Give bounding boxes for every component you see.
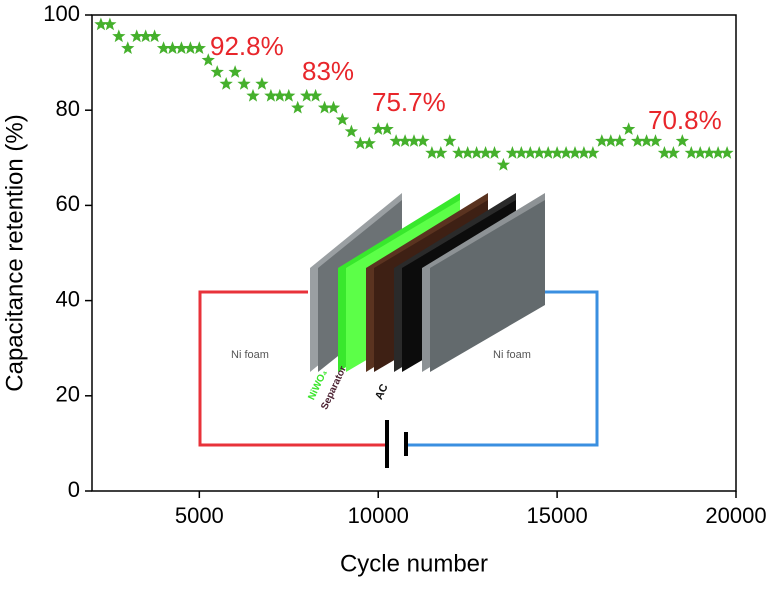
data-point [183,41,197,54]
data-point [246,88,260,102]
data-point [559,146,573,159]
data-point [380,122,394,135]
y-tick-label: 0 [68,477,80,502]
data-point [604,134,618,147]
data-point [103,17,117,31]
annotation: 92.8% [210,31,284,61]
data-point [470,146,484,159]
data-point [300,88,314,102]
data-point [514,146,528,159]
data-point [389,134,403,147]
data-point [595,134,609,147]
x-tick-label: 5000 [175,503,224,528]
data-point [201,53,215,66]
data-point [639,134,654,147]
data-point [550,146,564,159]
data-point [657,146,672,159]
data-point [398,134,412,147]
data-point [496,157,511,171]
y-axis-label: Capacitance retention (%) [1,114,28,391]
data-point [156,41,171,54]
data-point [317,100,332,114]
data-point [335,112,350,126]
data-point [675,134,689,147]
y-tick-label: 80 [56,96,80,121]
annotation: 83% [302,56,354,86]
data-point [648,134,663,147]
inset-label: AC [373,382,391,402]
data-point [326,100,341,114]
data-point [353,136,367,150]
data-point [478,146,493,159]
data-point [577,146,591,159]
data-point [112,29,126,43]
data-point [94,17,108,31]
data-point [192,41,206,54]
wire-red [198,290,385,447]
data-point [255,77,269,90]
data-point [148,29,162,43]
data-point [541,146,555,159]
x-tick-label: 20000 [705,503,766,528]
y-tick-label: 40 [56,286,80,311]
panel-ni-foam [430,200,545,372]
inset-label: Ni foam [231,349,269,361]
data-point [425,146,439,159]
data-point [631,134,645,147]
data-point [344,124,358,138]
data-point [693,146,707,159]
data-point [586,146,600,159]
data-point [362,136,376,150]
annotation: 75.7% [372,87,446,117]
data-point [434,146,448,159]
data-point [130,29,144,43]
data-point [505,146,519,159]
data-point [291,100,305,114]
inset-diagram [198,193,599,468]
data-point [165,41,180,54]
data-point [237,77,251,90]
data-point [461,146,475,159]
data-point [273,88,287,102]
inset-label: Ni foam [493,349,531,361]
annotation: 70.8% [648,105,722,135]
y-tick-label: 60 [56,191,80,216]
data-point [139,29,153,43]
data-point [622,122,636,135]
data-point [219,77,233,90]
data-point [210,65,224,78]
data-point [452,146,466,159]
y-tick-label: 20 [56,382,80,407]
data-point [568,146,582,159]
data-point [613,134,627,147]
data-point [443,134,457,147]
data-point [174,41,189,54]
data-point [523,146,537,159]
data-point [264,88,278,102]
y-tick-label: 100 [43,1,80,26]
data-point [309,88,323,102]
data-point [487,146,502,159]
x-tick-label: 15000 [527,503,588,528]
data-point [684,146,698,159]
data-point [371,122,385,135]
data-point [711,146,725,159]
x-tick-label: 10000 [348,503,409,528]
plot-frame [91,14,737,492]
data-point [228,65,242,78]
data-point [121,41,135,54]
data-point [416,134,430,147]
data-point [666,146,680,159]
data-point [282,88,296,102]
x-axis-label: Cycle number [340,550,488,577]
data-point [720,146,734,159]
data-point [407,134,421,147]
data-point [532,146,546,159]
data-point [702,146,716,159]
